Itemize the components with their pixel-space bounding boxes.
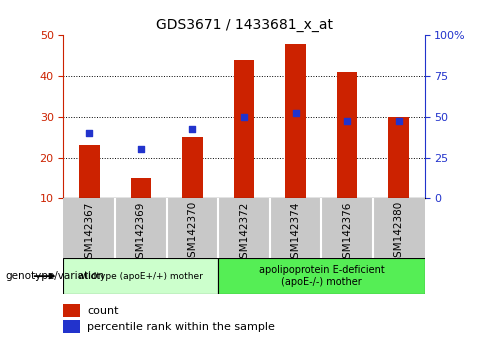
Text: GSM142380: GSM142380 xyxy=(394,201,404,264)
Bar xyxy=(63,320,80,333)
Text: GSM142369: GSM142369 xyxy=(136,201,146,265)
Text: genotype/variation: genotype/variation xyxy=(5,271,104,281)
Point xyxy=(292,110,300,115)
Text: GSM142374: GSM142374 xyxy=(290,201,301,265)
Text: GSM142376: GSM142376 xyxy=(342,201,352,265)
Bar xyxy=(63,258,218,294)
Point xyxy=(395,118,403,124)
Point xyxy=(343,118,351,124)
Point xyxy=(137,147,145,152)
Text: GSM142370: GSM142370 xyxy=(187,201,198,264)
Title: GDS3671 / 1433681_x_at: GDS3671 / 1433681_x_at xyxy=(156,18,332,32)
Text: count: count xyxy=(87,306,119,316)
Bar xyxy=(130,178,151,198)
Bar xyxy=(182,137,203,198)
Bar xyxy=(388,117,409,198)
Text: GSM142372: GSM142372 xyxy=(239,201,249,265)
Text: apolipoprotein E-deficient
(apoE-/-) mother: apolipoprotein E-deficient (apoE-/-) mot… xyxy=(259,265,384,287)
Bar xyxy=(63,304,80,317)
Bar xyxy=(337,72,358,198)
Bar xyxy=(234,60,254,198)
Bar xyxy=(285,44,306,198)
Point xyxy=(240,114,248,120)
Text: GSM142367: GSM142367 xyxy=(84,201,94,265)
Bar xyxy=(79,145,100,198)
Point xyxy=(85,130,93,136)
Text: percentile rank within the sample: percentile rank within the sample xyxy=(87,321,275,332)
Text: wildtype (apoE+/+) mother: wildtype (apoE+/+) mother xyxy=(79,272,203,281)
Point xyxy=(188,126,196,132)
Bar xyxy=(218,258,425,294)
